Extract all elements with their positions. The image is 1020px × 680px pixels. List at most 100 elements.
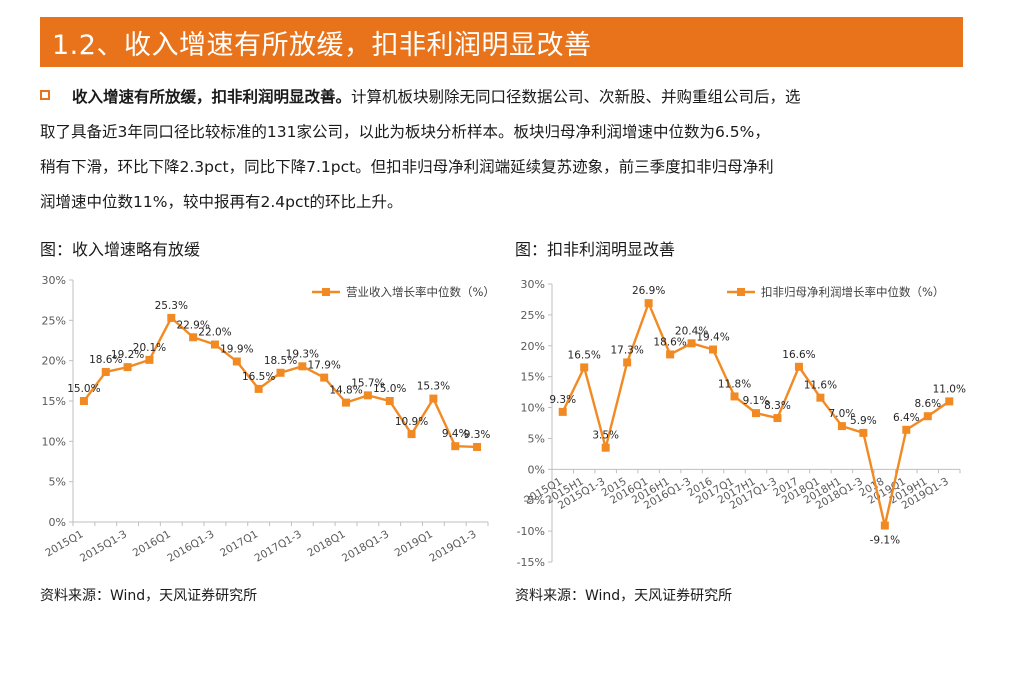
- y-tick-label: 25%: [521, 309, 545, 322]
- data-label: 22.9%: [176, 319, 209, 331]
- y-tick-label: 10%: [521, 402, 545, 415]
- data-point: [752, 409, 760, 418]
- data-point: [816, 393, 825, 402]
- data-point: [276, 368, 285, 377]
- data-label: 9.3%: [464, 429, 491, 441]
- data-label: 5.9%: [850, 415, 877, 427]
- data-point: [189, 333, 198, 342]
- y-tick-label: 0%: [528, 463, 545, 476]
- y-tick-label: 15%: [42, 395, 66, 408]
- data-point: [320, 373, 329, 382]
- data-point: [210, 340, 219, 349]
- left-source-note: 资料来源：Wind，天风证券研究所: [40, 588, 258, 604]
- x-tick-label: 2016Q1-3: [165, 528, 216, 564]
- data-label: 15.0%: [67, 383, 100, 395]
- data-label: 3.5%: [592, 430, 619, 442]
- data-label: 16.5%: [568, 349, 601, 361]
- summary-text-1: 计算机板块剔除无同口径数据公司、次新股、并购重组公司后，选: [351, 88, 801, 106]
- x-tick-label: 2018Q1-3: [340, 528, 391, 564]
- data-point: [945, 397, 954, 406]
- data-label: 9.3%: [549, 394, 576, 406]
- data-point: [687, 339, 696, 348]
- data-point: [473, 442, 482, 451]
- y-tick-label: 20%: [521, 340, 545, 353]
- legend-label: 营业收入增长率中位数（%）: [346, 285, 495, 299]
- data-label: 19.9%: [220, 343, 253, 355]
- x-tick-label: 2017Q1-3: [253, 528, 304, 564]
- data-label: 16.5%: [242, 371, 275, 383]
- data-label: 11.6%: [804, 380, 837, 392]
- x-tick-label: 2015Q1-3: [78, 528, 129, 564]
- data-label: 8.3%: [764, 400, 791, 412]
- data-label: 9.4%: [442, 428, 469, 440]
- data-label: 20.4%: [675, 325, 708, 337]
- summary-line-2: 取了具备近3年同口径比较标准的131家公司，以此为板块分析样本。板块归母净利润增…: [40, 123, 770, 141]
- data-point: [254, 384, 263, 393]
- data-label: 22.0%: [198, 327, 231, 339]
- data-label: 15.0%: [373, 383, 406, 395]
- data-point: [859, 428, 868, 437]
- y-tick-label: 5%: [49, 476, 66, 489]
- summary-line-1: 收入增速有所放缓，扣非利润明显改善。计算机板块剔除无同口径数据公司、次新股、并购…: [72, 80, 970, 115]
- data-label: 16.6%: [782, 349, 815, 361]
- data-label: 19.4%: [696, 331, 729, 343]
- y-tick-label: 25%: [42, 314, 66, 327]
- data-point: [902, 425, 911, 434]
- data-point: [232, 357, 241, 366]
- data-point: [342, 398, 351, 407]
- data-point: [298, 362, 307, 371]
- data-point: [167, 313, 176, 322]
- y-tick-label: -15%: [517, 556, 545, 569]
- data-label: 7.0%: [829, 408, 856, 420]
- data-label: 19.2%: [111, 349, 144, 361]
- data-label: 10.9%: [395, 416, 428, 428]
- data-label: 14.8%: [329, 385, 362, 397]
- data-point: [451, 442, 460, 451]
- y-tick-label: 10%: [42, 435, 66, 448]
- data-label: 8.6%: [914, 398, 941, 410]
- data-point: [837, 422, 846, 431]
- data-point: [580, 363, 589, 372]
- data-point: [385, 397, 394, 405]
- y-tick-label: -10%: [517, 525, 545, 538]
- data-point: [363, 391, 372, 400]
- y-tick-label: 20%: [42, 355, 66, 368]
- data-label: 17.9%: [308, 360, 341, 372]
- y-tick-label: -5%: [524, 494, 545, 507]
- data-label: 15.7%: [351, 377, 384, 389]
- right-source-note: 资料来源：Wind，天风证券研究所: [515, 588, 733, 604]
- data-label: 11.8%: [718, 378, 751, 390]
- summary-line-4: 润增速中位数11%，较中报再有2.4pct的环比上升。: [40, 193, 403, 211]
- data-label: 15.3%: [417, 381, 450, 393]
- data-label: 6.4%: [893, 412, 920, 424]
- data-label: 11.0%: [933, 383, 966, 395]
- data-label: 9.1%: [743, 395, 770, 407]
- bullet-square-icon: [40, 90, 50, 100]
- y-tick-label: 15%: [521, 371, 545, 384]
- data-point: [123, 363, 132, 372]
- data-point: [880, 521, 889, 530]
- data-point: [101, 367, 110, 376]
- data-point: [429, 394, 438, 403]
- data-point: [558, 407, 567, 416]
- section-title-bar: 1.2、收入增速有所放缓，扣非利润明显改善: [40, 17, 963, 67]
- data-label: 17.3%: [610, 344, 643, 356]
- x-tick-label: 2019Q1-3: [427, 528, 478, 564]
- summary-line-3: 稍有下滑，环比下降2.3pct，同比下降7.1pct。但扣非归母净利润端延续复苏…: [40, 158, 774, 176]
- data-point: [730, 392, 739, 401]
- data-point: [666, 350, 675, 359]
- data-point: [145, 355, 154, 364]
- data-label: 26.9%: [632, 285, 665, 297]
- data-label: 18.5%: [264, 355, 297, 367]
- data-label: 19.3%: [286, 348, 319, 360]
- y-tick-label: 0%: [49, 516, 66, 529]
- data-point: [794, 362, 803, 371]
- data-label: 25.3%: [155, 300, 188, 312]
- section-title: 1.2、收入增速有所放缓，扣非利润明显改善: [52, 29, 592, 61]
- data-point: [923, 412, 932, 421]
- legend-marker: [737, 288, 745, 296]
- data-point: [773, 414, 782, 423]
- data-label: 18.6%: [653, 336, 686, 348]
- data-label: -9.1%: [870, 535, 900, 547]
